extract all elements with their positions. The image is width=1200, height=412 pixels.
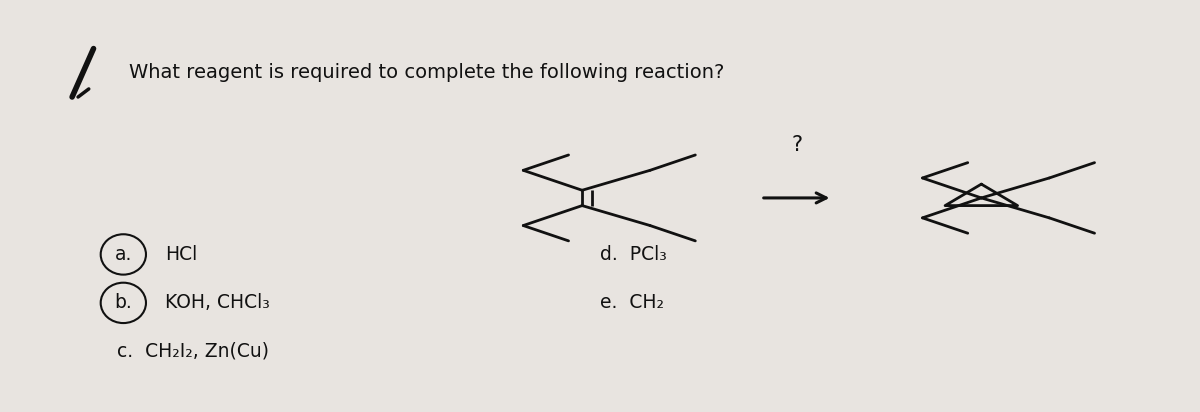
Text: ?: ? — [791, 136, 802, 155]
Text: What reagent is required to complete the following reaction?: What reagent is required to complete the… — [130, 63, 725, 82]
Text: d.  PCl₃: d. PCl₃ — [600, 245, 667, 264]
Text: e.  CH₂: e. CH₂ — [600, 293, 664, 312]
Text: c.  CH₂I₂, Zn(Cu): c. CH₂I₂, Zn(Cu) — [118, 342, 269, 361]
Text: a.: a. — [115, 245, 132, 264]
Text: b.: b. — [114, 293, 132, 312]
Text: KOH, CHCl₃: KOH, CHCl₃ — [166, 293, 270, 312]
Text: HCl: HCl — [166, 245, 197, 264]
